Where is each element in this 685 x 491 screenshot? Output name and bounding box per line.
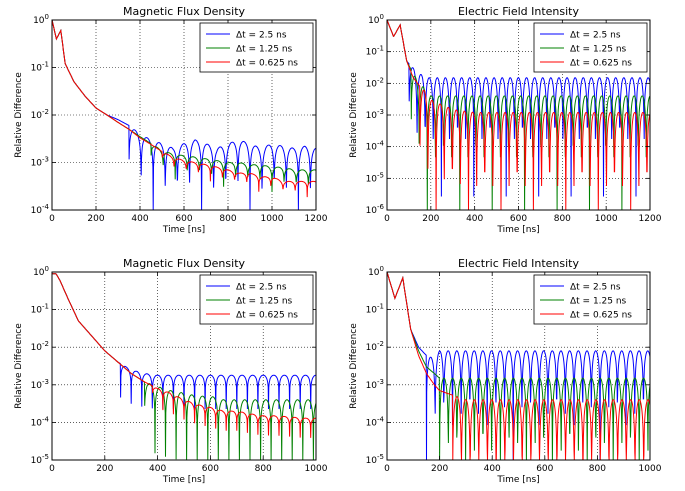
x-tick-label: 1000 bbox=[305, 464, 328, 474]
y-tick-label: 10-2 bbox=[31, 108, 49, 121]
legend-label-3: Δt = 0.625 ns bbox=[236, 311, 298, 321]
chart-title: Electric Field Intensity bbox=[458, 5, 580, 18]
y-tick-label: 10-4 bbox=[366, 415, 385, 428]
series-line-3 bbox=[387, 272, 650, 460]
x-tick-label: 400 bbox=[149, 464, 166, 474]
legend-label-3: Δt = 0.625 ns bbox=[570, 311, 632, 321]
y-axis-label: Relative Difference bbox=[349, 323, 359, 409]
y-tick-label: 10-1 bbox=[31, 303, 49, 316]
chart-title: Electric Field Intensity bbox=[458, 257, 580, 270]
x-tick-label: 1200 bbox=[639, 214, 662, 224]
x-axis-label: Time [ns] bbox=[496, 225, 539, 235]
legend-label-2: Δt = 1.25 ns bbox=[236, 45, 293, 55]
x-tick-label: 1000 bbox=[595, 214, 618, 224]
chart-panel-3: 0 200 400 600 800 1000 100 10-1 10-2 10-3 10-4 10-5… bbox=[14, 257, 328, 485]
series-line-1 bbox=[387, 272, 650, 460]
y-tick-label: 10-2 bbox=[366, 340, 384, 353]
legend-label-2: Δt = 1.25 ns bbox=[570, 297, 627, 307]
x-tick-label: 600 bbox=[202, 464, 219, 474]
x-tick-label: 800 bbox=[589, 464, 606, 474]
x-tick-label: 400 bbox=[484, 464, 501, 474]
x-tick-label: 1000 bbox=[639, 464, 662, 474]
chart-panel-1: 0 200 400 600 800 1000 1200 100 10-1 10-2 10-3 10-4… bbox=[14, 5, 328, 235]
legend: Δt = 2.5 ns Δt = 1.25 ns Δt = 0.625 ns bbox=[533, 274, 648, 325]
y-tick-label: 10-5 bbox=[366, 171, 384, 184]
y-tick-label: 100 bbox=[33, 13, 49, 26]
y-tick-label: 100 bbox=[368, 13, 384, 26]
plot-frame bbox=[51, 271, 317, 461]
legend: Δt = 2.5 ns Δt = 1.25 ns Δt = 0.625 ns bbox=[199, 22, 314, 73]
legend-label-1: Δt = 2.5 ns bbox=[236, 31, 287, 41]
plot-frame bbox=[386, 271, 651, 461]
y-tick-label: 10-4 bbox=[31, 203, 50, 216]
legend-label-1: Δt = 2.5 ns bbox=[236, 283, 287, 293]
y-tick-label: 10-2 bbox=[31, 340, 49, 353]
x-tick-label: 0 bbox=[49, 464, 55, 474]
series-line-3 bbox=[387, 20, 650, 210]
x-tick-label: 0 bbox=[49, 214, 55, 224]
legend-label-3: Δt = 0.625 ns bbox=[570, 59, 632, 69]
x-tick-label: 200 bbox=[96, 464, 113, 474]
y-tick-label: 100 bbox=[368, 265, 384, 278]
x-tick-label: 1200 bbox=[305, 214, 328, 224]
x-tick-label: 200 bbox=[431, 464, 448, 474]
series-line-2 bbox=[387, 272, 650, 460]
x-tick-label: 1000 bbox=[261, 214, 284, 224]
y-tick-label: 10-1 bbox=[31, 61, 49, 74]
y-tick-label: 10-4 bbox=[366, 140, 385, 153]
chart-title: Magnetic Flux Density bbox=[123, 5, 246, 18]
y-tick-label: 10-5 bbox=[366, 453, 384, 466]
y-axis-label: Relative Difference bbox=[14, 323, 24, 409]
y-tick-label: 10-1 bbox=[366, 45, 384, 58]
x-tick-label: 400 bbox=[466, 214, 483, 224]
y-tick-label: 10-5 bbox=[31, 453, 49, 466]
y-tick-label: 10-6 bbox=[366, 203, 385, 216]
chart-title: Magnetic Flux Density bbox=[123, 257, 246, 270]
series-line-2 bbox=[387, 20, 650, 210]
y-tick-label: 10-3 bbox=[31, 378, 49, 391]
y-axis-label: Relative Difference bbox=[349, 72, 359, 158]
series-line-3 bbox=[52, 273, 316, 438]
series-line-1 bbox=[387, 20, 650, 197]
chart-panel-4: 0 200 400 600 800 1000 100 10-1 10-2 10-3 10-4 10-5… bbox=[349, 257, 662, 485]
y-tick-label: 10-4 bbox=[31, 415, 50, 428]
x-tick-label: 200 bbox=[87, 214, 104, 224]
chart-panel-2: 0 200 400 600 800 1000 1200 100 10-1 10-2 10-3 10-4… bbox=[349, 5, 662, 235]
x-tick-label: 600 bbox=[536, 464, 553, 474]
legend: Δt = 2.5 ns Δt = 1.25 ns Δt = 0.625 ns bbox=[533, 22, 648, 73]
legend-label-1: Δt = 2.5 ns bbox=[570, 283, 621, 293]
legend-label-1: Δt = 2.5 ns bbox=[570, 31, 621, 41]
legend-label-2: Δt = 1.25 ns bbox=[236, 297, 293, 307]
y-tick-label: 100 bbox=[33, 265, 49, 278]
y-tick-label: 10-3 bbox=[31, 156, 49, 169]
series-line-3 bbox=[52, 20, 316, 198]
y-tick-label: 10-2 bbox=[366, 76, 384, 89]
y-tick-label: 10-3 bbox=[366, 378, 384, 391]
x-axis-label: Time [ns] bbox=[162, 475, 205, 485]
y-tick-label: 10-1 bbox=[366, 303, 384, 316]
legend-label-3: Δt = 0.625 ns bbox=[236, 59, 298, 69]
x-tick-label: 800 bbox=[219, 214, 236, 224]
y-axis-label: Relative Difference bbox=[14, 72, 24, 158]
x-tick-label: 800 bbox=[255, 464, 272, 474]
x-tick-label: 600 bbox=[510, 214, 527, 224]
x-tick-label: 600 bbox=[175, 214, 192, 224]
legend: Δt = 2.5 ns Δt = 1.25 ns Δt = 0.625 ns bbox=[199, 274, 314, 325]
x-tick-label: 0 bbox=[384, 214, 390, 224]
x-axis-label: Time [ns] bbox=[496, 475, 539, 485]
x-tick-label: 200 bbox=[422, 214, 439, 224]
x-tick-label: 400 bbox=[131, 214, 148, 224]
x-tick-label: 0 bbox=[384, 464, 390, 474]
y-tick-label: 10-3 bbox=[366, 108, 384, 121]
x-axis-label: Time [ns] bbox=[162, 225, 205, 235]
legend-label-2: Δt = 1.25 ns bbox=[570, 45, 627, 55]
x-tick-label: 800 bbox=[554, 214, 571, 224]
